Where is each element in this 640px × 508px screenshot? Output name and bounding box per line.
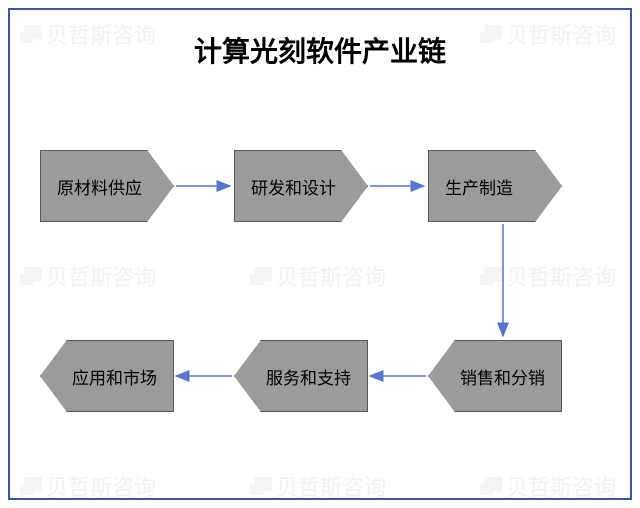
flow-node-label: 原材料供应 (57, 174, 142, 199)
flow-node-n1: 原材料供应 (40, 150, 174, 222)
diagram-title: 计算光刻软件产业链 (0, 30, 640, 70)
flow-node-label: 应用和市场 (72, 364, 157, 389)
flow-node-n6: 应用和市场 (40, 340, 174, 412)
flow-node-label: 销售和分销 (460, 364, 545, 389)
flow-node-label: 生产制造 (445, 174, 513, 199)
flow-node-n3: 生产制造 (428, 150, 562, 222)
flow-node-label: 研发和设计 (251, 174, 336, 199)
flow-node-n2: 研发和设计 (234, 150, 368, 222)
diagram-frame (8, 8, 632, 500)
flow-node-n4: 销售和分销 (428, 340, 562, 412)
flow-node-n5: 服务和支持 (234, 340, 368, 412)
flow-node-label: 服务和支持 (266, 364, 351, 389)
